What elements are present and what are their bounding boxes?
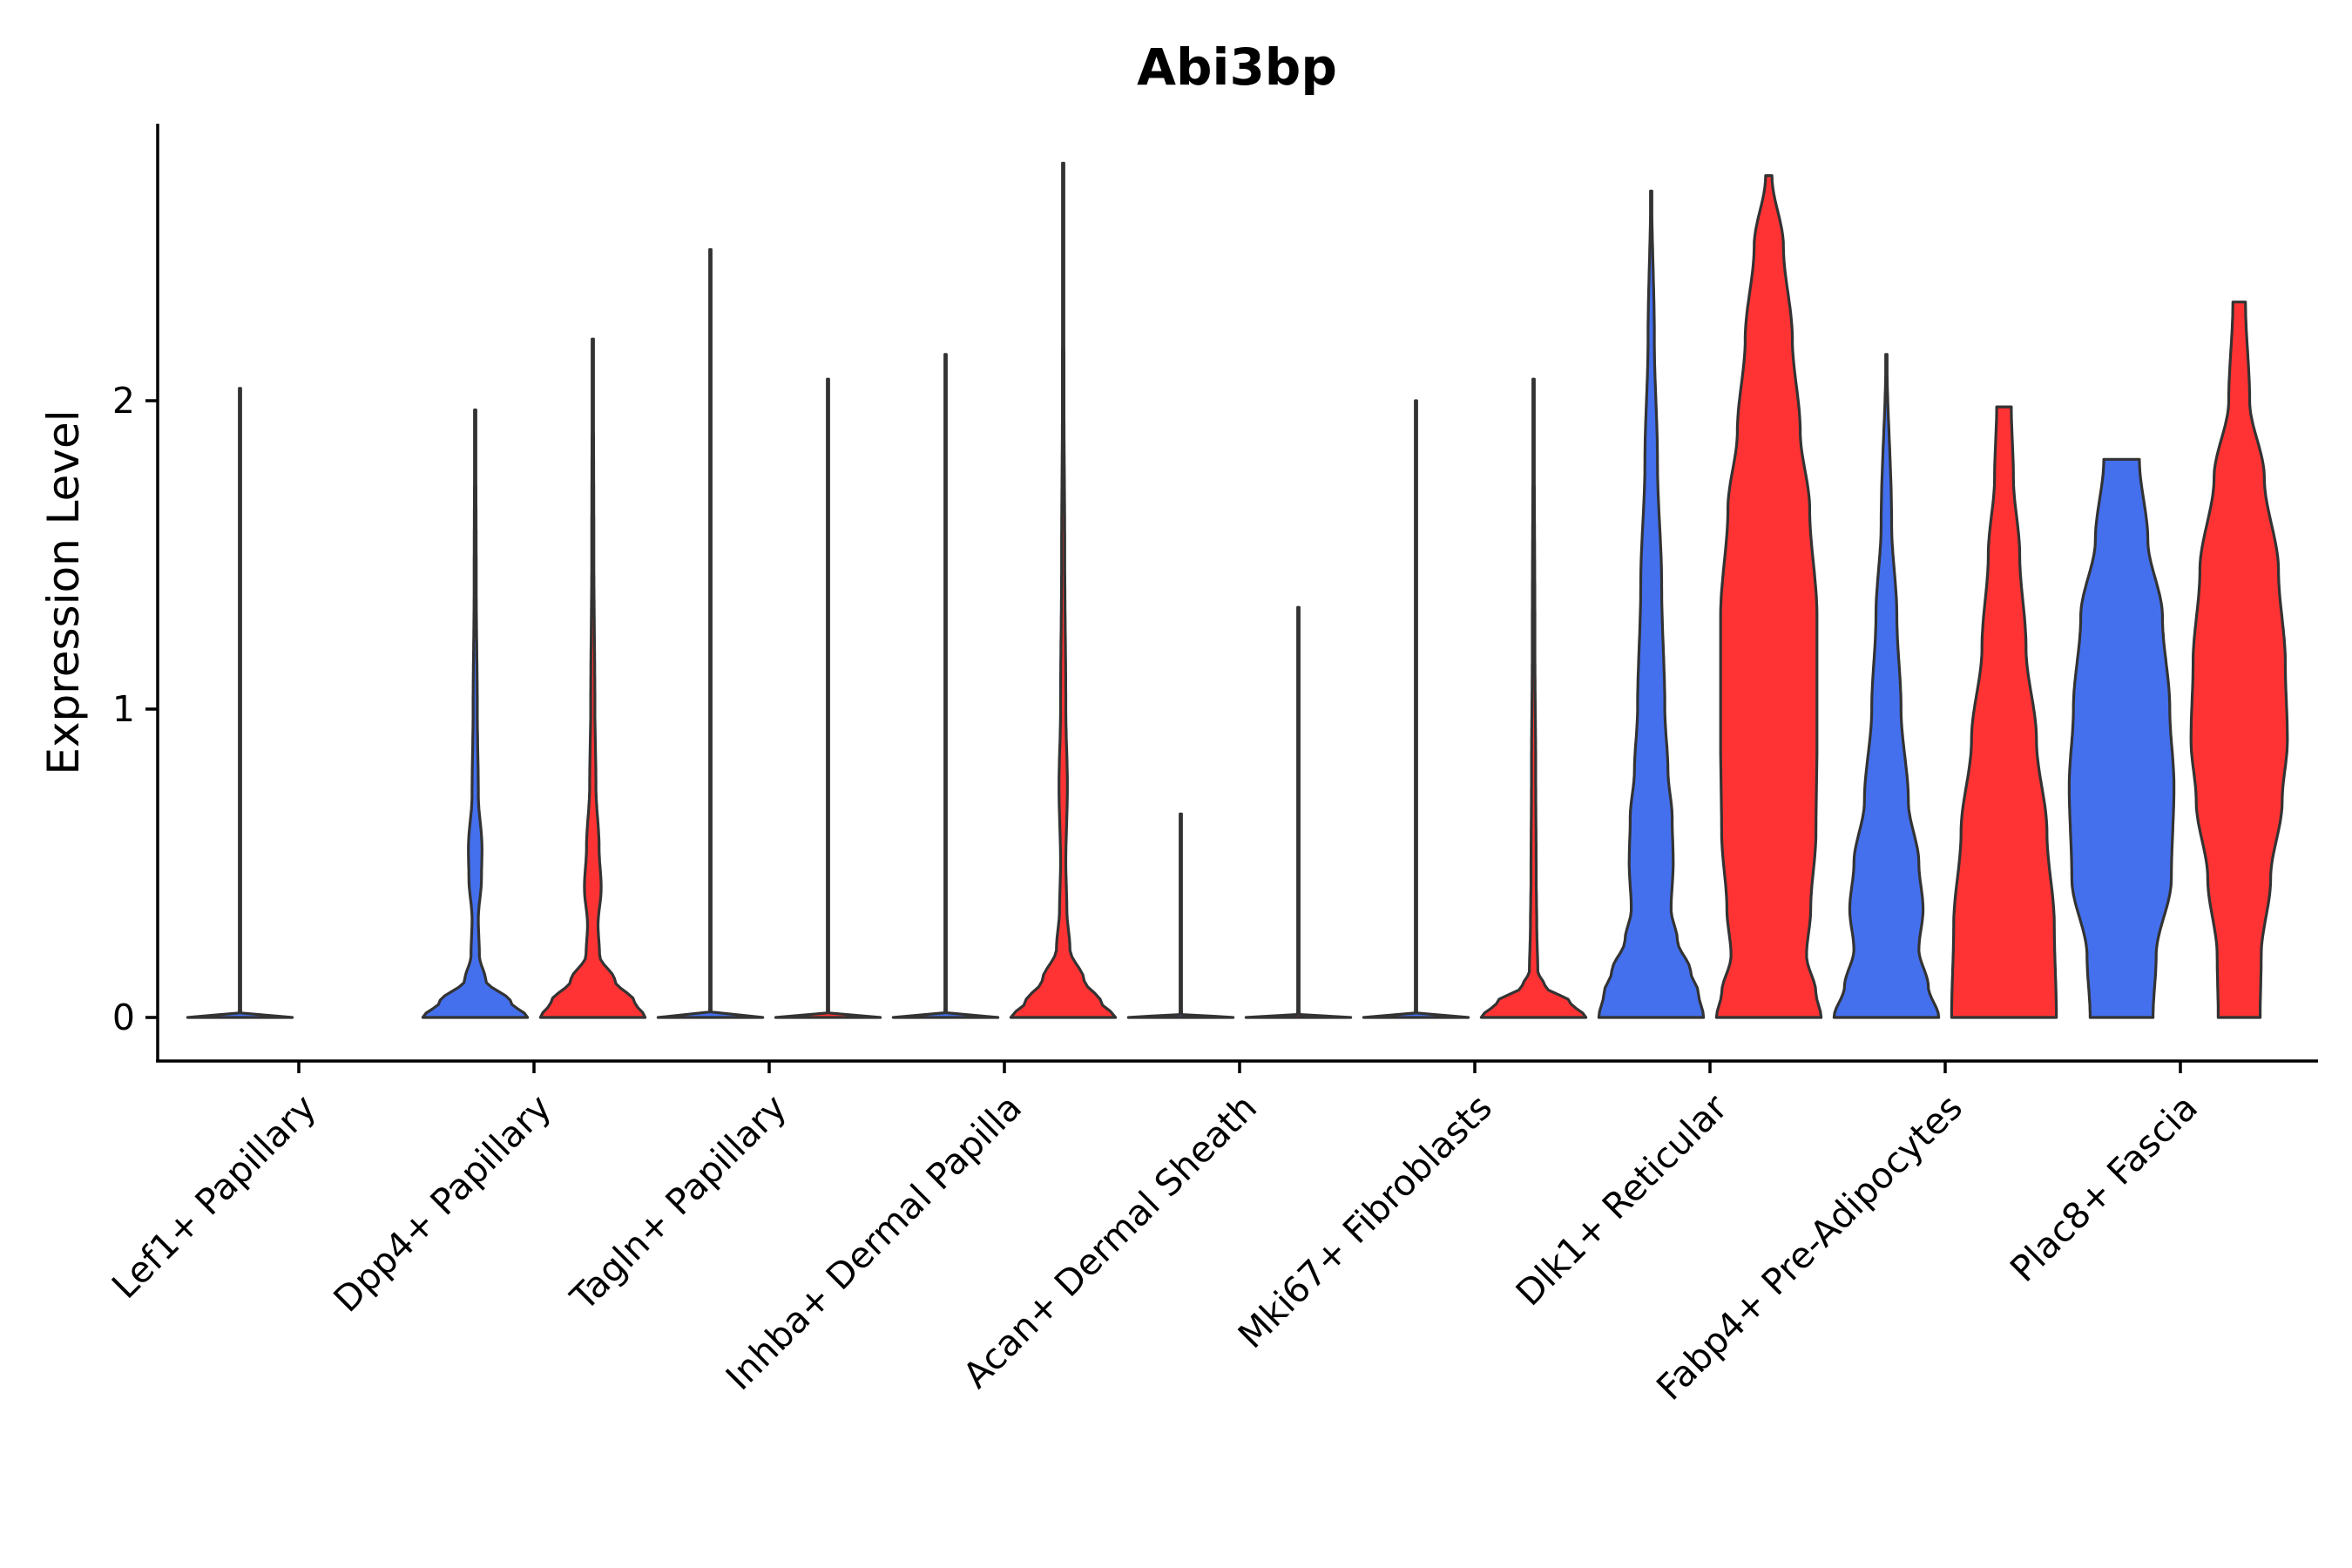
chart-title: Abi3bp xyxy=(1137,37,1337,97)
violin-6-1 xyxy=(1714,174,1823,1019)
violin-2-0 xyxy=(656,247,765,1019)
x-tick-label: Plac8+ Fascia xyxy=(2002,1086,2206,1290)
y-tick-label: 1 xyxy=(112,688,135,730)
violin-layer xyxy=(186,161,2289,1019)
violin-5-0 xyxy=(1362,399,1470,1019)
x-tick-label: Dpp4+ Papillary xyxy=(326,1086,559,1320)
x-axis-ticks: Lef1+ Papillary Dpp4+ Papillary Tagln+ Pap… xyxy=(104,1061,2206,1409)
violin-3-0 xyxy=(891,353,1000,1019)
y-axis-title: Expression Level xyxy=(38,409,89,774)
y-tick-label: 2 xyxy=(112,380,135,422)
y-axis-ticks: 0 1 2 xyxy=(112,380,158,1038)
violin-6-0 xyxy=(1597,189,1706,1019)
x-tick-label: Dlk1+ Reticular xyxy=(1508,1086,1735,1314)
violin-7-1 xyxy=(1950,405,2058,1019)
violin-1-0 xyxy=(421,409,530,1019)
y-tick-label: 0 xyxy=(112,997,135,1038)
violin-7-0 xyxy=(1832,353,1941,1019)
violin-8-1 xyxy=(2189,301,2289,1019)
x-tick-label: Mki67+ Fibroblasts xyxy=(1230,1086,1500,1356)
violin-4-0 xyxy=(1126,812,1235,1019)
x-tick-label: Lef1+ Papillary xyxy=(104,1086,324,1307)
violin-0-0 xyxy=(186,387,294,1019)
x-tick-label: Tagln+ Papillary xyxy=(562,1086,794,1319)
violin-5-1 xyxy=(1479,377,1588,1019)
violin-2-1 xyxy=(774,377,882,1019)
violin-3-1 xyxy=(1009,161,1118,1019)
violin-8-0 xyxy=(2067,457,2176,1019)
violin-4-1 xyxy=(1244,605,1353,1019)
violin-1-1 xyxy=(538,337,647,1019)
